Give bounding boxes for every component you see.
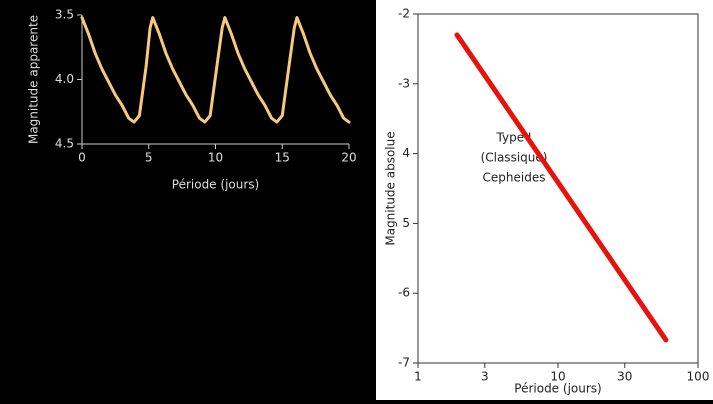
x-axis-label: Période (jours) <box>172 178 259 192</box>
x-tick-label: 20 <box>341 151 356 165</box>
y-tick-label: -6 <box>398 286 410 300</box>
x-tick-label: 10 <box>208 151 223 165</box>
y-tick-label: 5 <box>402 216 410 230</box>
x-axis-label: Période (jours) <box>514 382 601 396</box>
y-axis-label: Magnitude apparente <box>27 15 41 144</box>
y-tick-label: 4 <box>402 146 410 160</box>
annotation: (Classique) <box>481 151 548 165</box>
annotation: Cepheides <box>483 171 546 185</box>
right-panel <box>376 0 713 400</box>
x-tick-label: 100 <box>687 370 710 384</box>
y-tick-label: 4.0 <box>55 72 74 86</box>
y-tick-label: -2 <box>398 7 410 21</box>
series-line <box>454 32 669 343</box>
x-tick-label: 1 <box>414 370 422 384</box>
x-tick-label: 30 <box>617 370 632 384</box>
y-tick-label: 4.5 <box>55 137 74 151</box>
x-tick-label: 0 <box>78 151 86 165</box>
series-line <box>80 16 351 124</box>
y-tick-label: 3.5 <box>55 8 74 22</box>
y-tick-label: -3 <box>398 76 410 90</box>
y-tick-label: -7 <box>398 356 410 370</box>
x-tick-label: 15 <box>275 151 290 165</box>
x-tick-label: 3 <box>481 370 489 384</box>
x-tick-label: 10 <box>550 370 565 384</box>
y-axis-label: Magnitude absolue <box>384 131 398 245</box>
x-tick-label: 5 <box>145 151 153 165</box>
